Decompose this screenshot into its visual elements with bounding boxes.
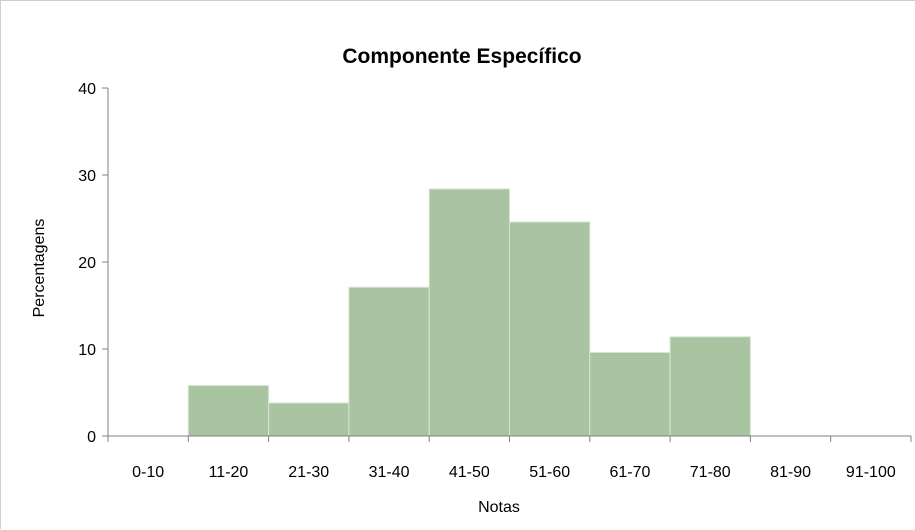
bar-31-40 — [348, 286, 430, 437]
x-tick-label-21-30: 21-30 — [288, 464, 329, 481]
y-tick-label-30: 30 — [78, 168, 96, 185]
bar-61-70 — [589, 351, 671, 437]
y-axis-title: Percentagens — [31, 219, 48, 318]
chart-title: Componente Específico — [342, 45, 581, 68]
x-tick-label-0-10: 0-10 — [132, 464, 164, 481]
x-ticks-group: 0-10 11-20 21-30 31-40 41-50 51-60 61-70 71-80 8… — [107, 436, 912, 481]
x-tick-label-81-90: 81-90 — [770, 464, 811, 481]
bars-group — [187, 188, 751, 437]
y-tick-label-0: 0 — [87, 429, 96, 446]
x-tick-label-11-20: 11-20 — [209, 464, 249, 481]
x-axis-title: Notas — [478, 499, 520, 516]
y-ticks-group: 0 10 20 30 40 — [78, 81, 108, 446]
x-tick-label-71-80: 71-80 — [690, 464, 731, 481]
x-tick-label-61-70: 61-70 — [609, 464, 650, 481]
x-tick-label-91-100: 91-100 — [846, 464, 896, 481]
y-tick-label-40: 40 — [78, 81, 96, 98]
bar-51-60 — [509, 221, 591, 437]
bar-11-20 — [187, 385, 270, 437]
bar-21-30 — [268, 402, 350, 437]
bar-41-50 — [428, 188, 511, 437]
bar-71-80 — [669, 336, 751, 437]
y-tick-label-10: 10 — [78, 342, 96, 359]
x-tick-label-31-40: 31-40 — [369, 464, 410, 481]
y-tick-label-20: 20 — [78, 255, 96, 272]
x-tick-label-51-60: 51-60 — [529, 464, 570, 481]
x-tick-label-41-50: 41-50 — [449, 464, 490, 481]
